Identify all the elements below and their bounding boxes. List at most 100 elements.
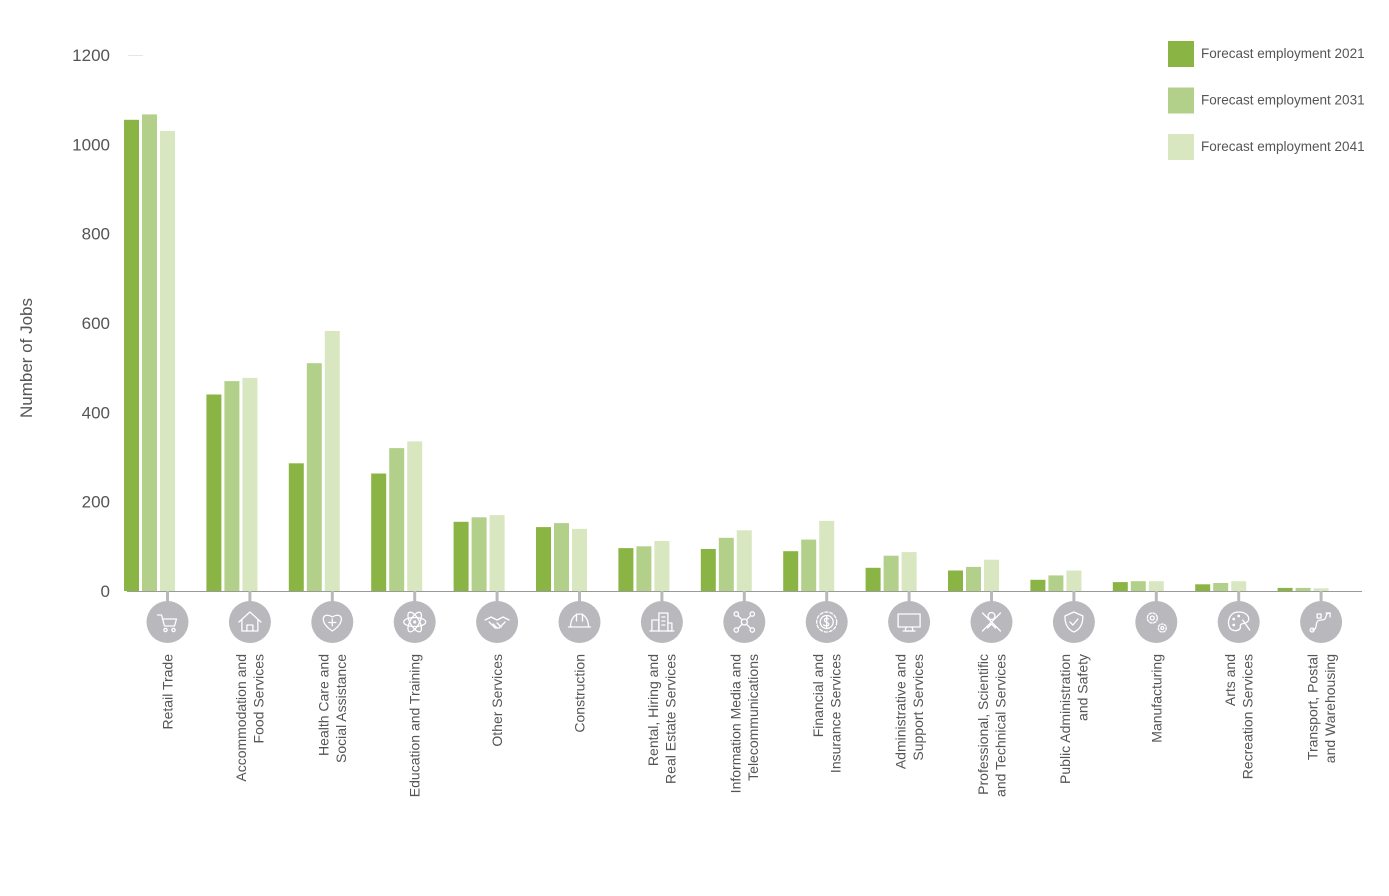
category-label: Manufacturing [1148, 654, 1164, 743]
y-tick-label: 600 [82, 314, 110, 333]
house-icon [228, 591, 271, 643]
bar-1-10 [865, 567, 881, 591]
y-tick-label: 0 [101, 582, 110, 601]
hard-hat-icon [558, 591, 601, 643]
category-label: Public Administration [1057, 654, 1073, 784]
bar-3-13 [1148, 581, 1164, 591]
category-label: Administrative and [892, 654, 908, 769]
y-tick-label: 1000 [72, 135, 110, 154]
bar-2-8 [718, 537, 734, 591]
category-label: Construction [572, 654, 588, 733]
category-label: Rental, Hiring and [645, 654, 661, 766]
category-label: Telecommunications [745, 654, 761, 781]
category-label: Recreation Services [1240, 654, 1256, 779]
bar-2-6 [554, 523, 569, 591]
category-label: Food Services [251, 654, 267, 743]
bar-3-9 [819, 520, 835, 591]
shopping-cart-icon [146, 591, 189, 643]
bar-3-10 [901, 552, 917, 591]
category-label: Health Care and [316, 654, 332, 756]
bar-1-11 [948, 570, 963, 591]
bar-1-3 [288, 463, 304, 591]
bar-1-14 [1195, 584, 1211, 591]
category-label: and Safety [1075, 654, 1091, 721]
bar-3-11 [984, 559, 999, 591]
category-label: and Technical Services [992, 654, 1008, 797]
bar-3-7 [654, 541, 670, 591]
monitor-icon [888, 591, 931, 643]
bar-2-2 [224, 381, 240, 591]
y-tick-label: 200 [82, 493, 110, 512]
bar-2-12 [1048, 575, 1064, 591]
bars [124, 114, 1329, 592]
category-label: Education and Training [407, 654, 423, 797]
y-axis-title: Number of Jobs [17, 298, 36, 418]
bar-1-8 [700, 549, 716, 591]
category-label: Insurance Services [828, 654, 844, 773]
bar-2-13 [1130, 581, 1146, 591]
bar-3-2 [242, 377, 258, 591]
y-axis: 0 200 400 600 800 1000 1200 [72, 46, 143, 601]
bar-1-9 [783, 551, 799, 591]
bar-3-4 [407, 441, 423, 591]
category-icons [146, 591, 1343, 643]
category-label: Financial and [810, 654, 826, 737]
category-label: Retail Trade [160, 654, 176, 730]
legend: Forecast employment 2021 Forecast employm… [1168, 41, 1365, 160]
bar-3-5 [489, 515, 505, 591]
category-label: Other Services [489, 654, 505, 747]
legend-label-1: Forecast employment 2021 [1201, 46, 1365, 61]
bar-1-15 [1277, 587, 1293, 591]
bar-2-10 [883, 555, 899, 591]
bar-1-1 [124, 119, 139, 592]
buildings-icon [640, 591, 683, 643]
heart-plus-icon [311, 591, 354, 643]
bar-2-4 [389, 448, 405, 591]
bar-3-8 [736, 530, 752, 591]
bar-3-15 [1313, 588, 1329, 591]
tools-icon [970, 591, 1013, 643]
bar-3-6 [572, 528, 587, 591]
legend-swatch-3 [1168, 134, 1194, 160]
legend-swatch-2 [1168, 87, 1194, 114]
bar-1-4 [371, 473, 387, 591]
bar-3-3 [324, 331, 340, 591]
palette-icon [1217, 591, 1260, 643]
category-labels: Retail Trade Accommodation and Food Servic… [160, 654, 1338, 797]
gears-icon [1135, 591, 1178, 643]
atom-icon [393, 591, 436, 643]
bar-2-14 [1213, 583, 1229, 591]
legend-label-3: Forecast employment 2041 [1201, 139, 1365, 154]
bar-1-6 [536, 527, 551, 591]
category-label: Support Services [910, 654, 926, 761]
bar-1-5 [453, 521, 469, 591]
bar-1-12 [1030, 579, 1046, 591]
category-label: Social Assistance [333, 654, 349, 763]
shield-check-icon [1052, 591, 1095, 643]
bar-1-13 [1112, 582, 1128, 591]
bar-2-11 [966, 566, 981, 591]
bar-1-2 [206, 394, 222, 591]
legend-label-2: Forecast employment 2031 [1201, 93, 1365, 108]
bar-2-1 [142, 114, 157, 592]
bar-2-3 [306, 363, 322, 591]
y-tick-label: 1200 [72, 46, 110, 65]
category-label: Information Media and [728, 654, 744, 793]
dollar-gear-icon [805, 591, 848, 643]
category-label: Arts and [1222, 654, 1238, 706]
handshake-icon [476, 591, 519, 643]
category-label: and Warehousing [1322, 654, 1338, 763]
bar-2-15 [1295, 587, 1311, 591]
route-icon [1300, 591, 1343, 643]
bar-2-5 [471, 517, 487, 591]
bar-2-9 [801, 539, 817, 591]
category-label: Accommodation and [233, 654, 249, 782]
category-label: Transport, Postal [1304, 654, 1320, 760]
network-icon [723, 591, 766, 643]
category-label: Professional, Scientific [975, 654, 991, 795]
bar-3-14 [1231, 581, 1247, 591]
bar-2-7 [636, 546, 652, 591]
category-label: Real Estate Services [663, 654, 679, 784]
bar-1-7 [618, 548, 634, 591]
